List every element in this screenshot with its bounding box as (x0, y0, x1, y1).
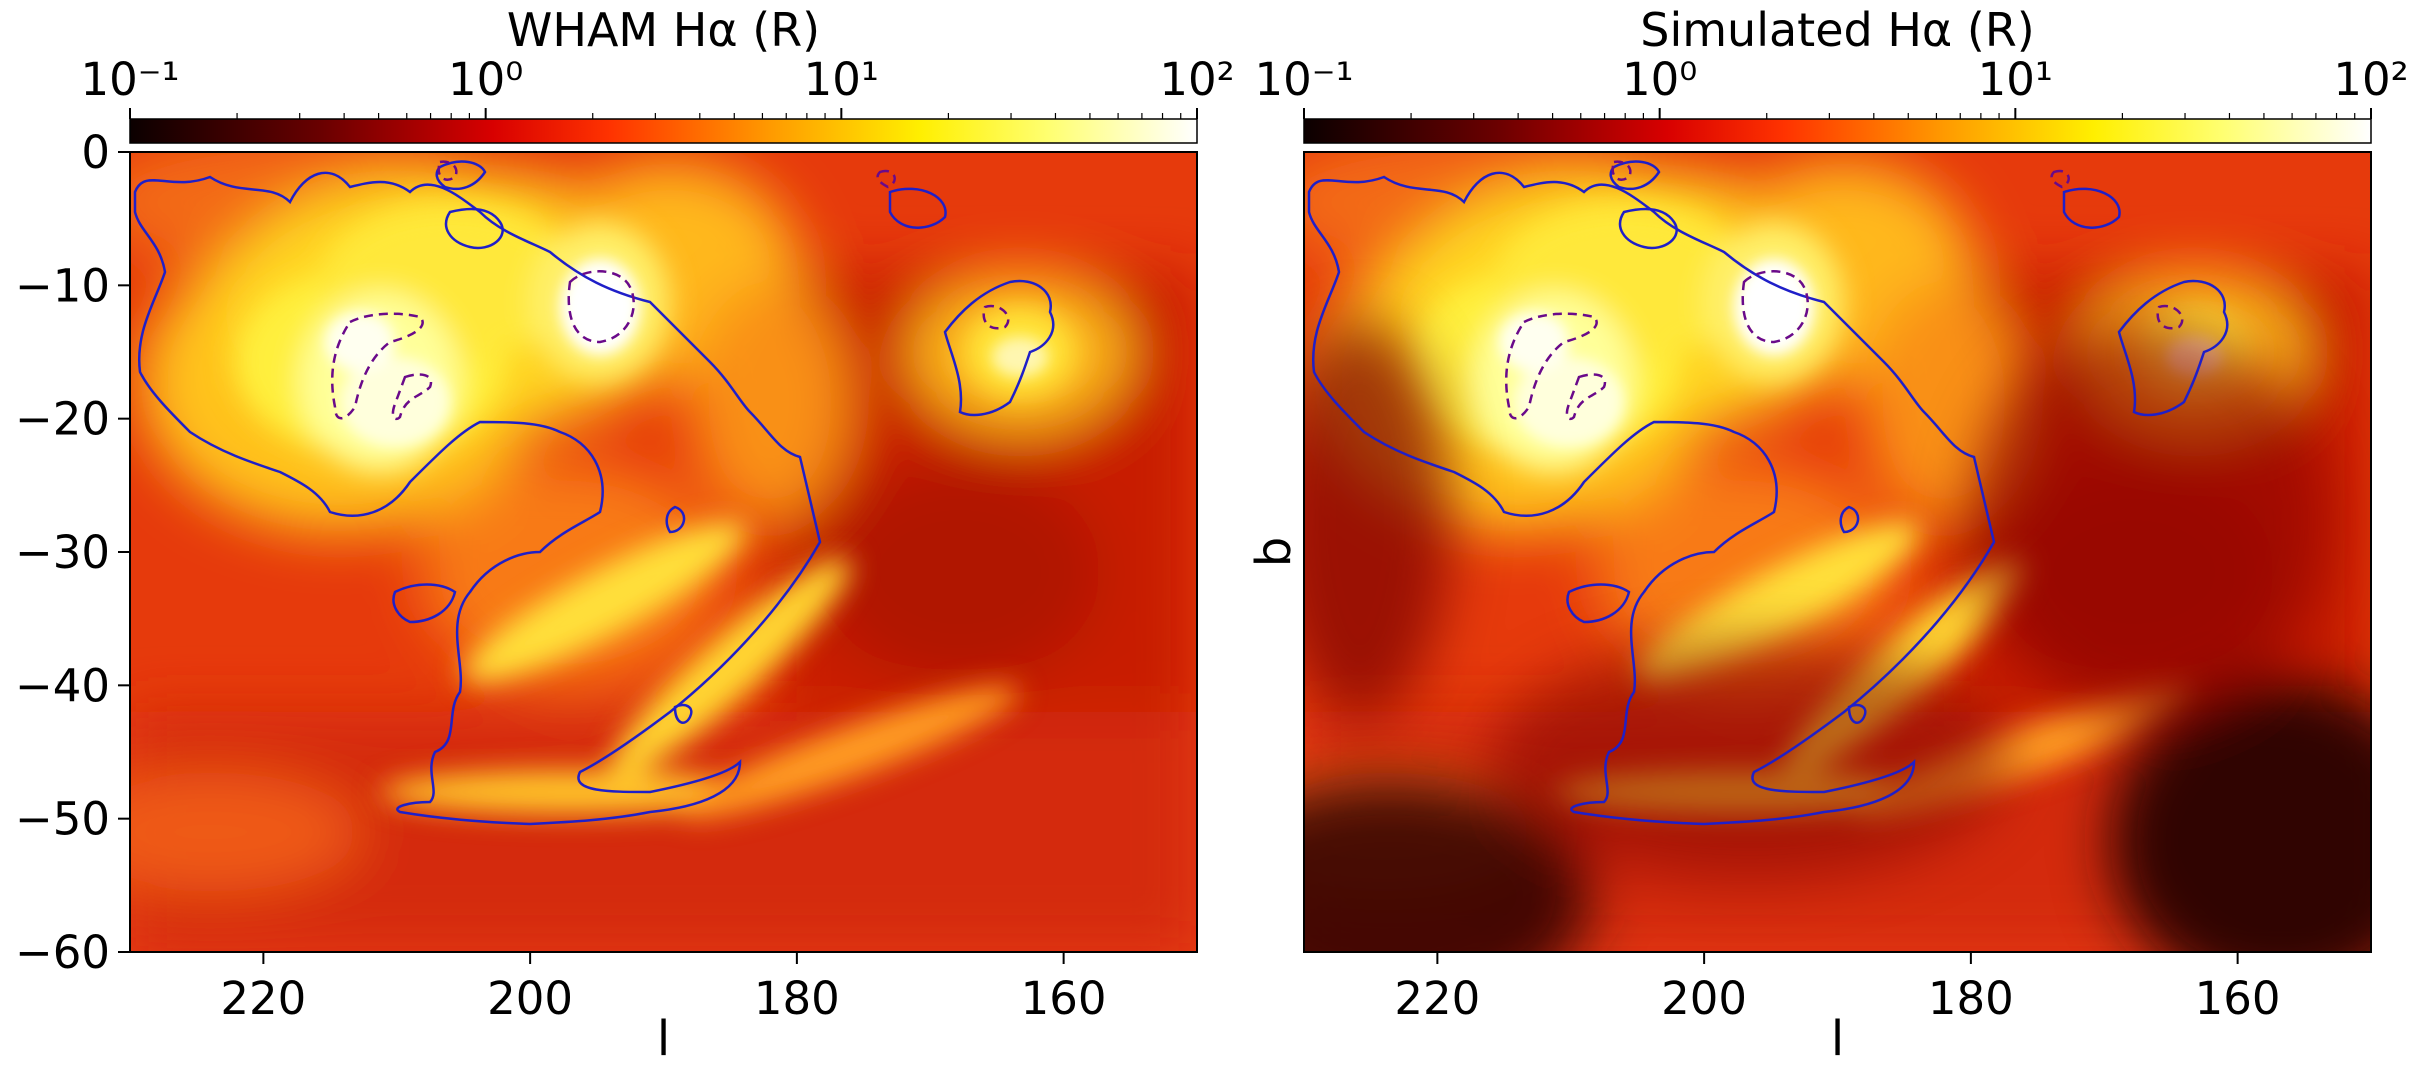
colorbar-right (1303, 118, 2372, 144)
x-tick-label: 160 (2195, 972, 2281, 1025)
panel-left: WHAM Hα (R) 10⁻¹ 10⁰ 10¹ 10² 220 200 180 160 0 −… (15, 3, 1235, 1067)
colorbar-tick-label: 10² (1159, 53, 1234, 106)
axes-left: 220 200 180 160 0 −10 −20 −30 −40 −50 −60 (15, 126, 1107, 1025)
colorbar-tick-label: 10² (2333, 53, 2408, 106)
x-axis-label-right: l (1831, 1011, 1844, 1067)
x-tick-label: 180 (754, 972, 840, 1025)
y-tick-label: −40 (15, 659, 110, 712)
plot-frame-right (1303, 151, 2372, 953)
x-tick-label: 220 (220, 972, 306, 1025)
colorbar-tick-label: 10¹ (804, 53, 879, 106)
x-tick-label: 200 (1661, 972, 1747, 1025)
y-tick-label: −30 (15, 526, 110, 579)
y-tick-label: −10 (15, 259, 110, 312)
y-tick-label: −60 (15, 926, 110, 979)
panel-right: Simulated Hα (R) 10⁻¹ 10⁰ 10¹ 10² 220 200 180… (1246, 3, 2409, 1067)
axes-right: 220 200 180 160 (1394, 952, 2281, 1025)
x-tick-label: 200 (487, 972, 573, 1025)
colorbar-ticks-right: 10⁻¹ 10⁰ 10¹ 10² (1254, 53, 2409, 119)
y-axis-label-right: b (1246, 537, 1302, 567)
x-axis-label-left: l (657, 1011, 670, 1067)
colorbar-title-left: WHAM Hα (R) (507, 3, 820, 57)
colorbar-tick-label: 10⁻¹ (80, 53, 179, 106)
y-tick-label: −50 (15, 793, 110, 846)
y-tick-label: −20 (15, 393, 110, 446)
colorbar-tick-label: 10¹ (1978, 53, 2053, 106)
colorbar-tick-label: 10⁰ (448, 53, 523, 106)
x-tick-label: 180 (1928, 972, 2014, 1025)
y-tick-label: 0 (81, 126, 110, 179)
heatmap-left (60, 132, 1197, 952)
x-tick-label: 160 (1021, 972, 1107, 1025)
colorbar-title-right: Simulated Hα (R) (1640, 3, 2034, 57)
x-tick-label: 220 (1394, 972, 1480, 1025)
colorbar-left (129, 118, 1198, 144)
colorbar-tick-label: 10⁰ (1622, 53, 1697, 106)
colorbar-ticks-left: 10⁻¹ 10⁰ 10¹ 10² (80, 53, 1235, 119)
colorbar-tick-label: 10⁻¹ (1254, 53, 1353, 106)
heatmap-right (1304, 132, 2371, 952)
